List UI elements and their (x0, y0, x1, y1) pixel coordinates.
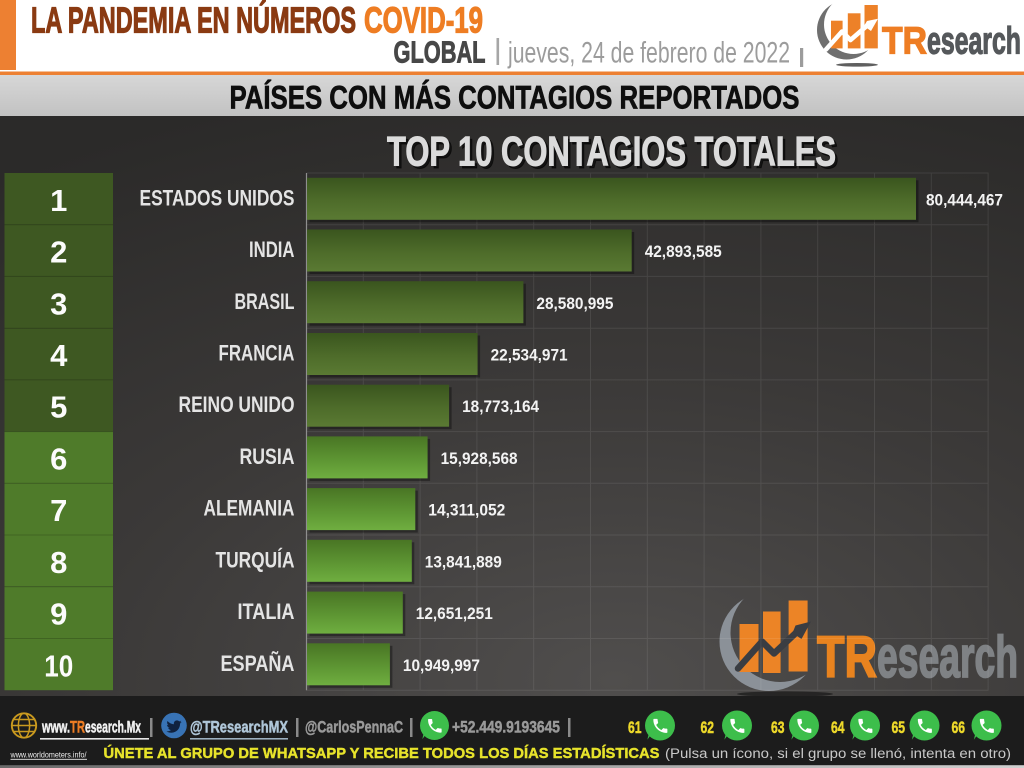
svg-text:esearch.Mx: esearch.Mx (85, 718, 141, 737)
svg-text:TOP 10 CONTAGIOS TOTALES: TOP 10 CONTAGIOS TOTALES (390, 130, 839, 177)
svg-text:6: 6 (50, 442, 67, 477)
svg-text:13,841,889: 13,841,889 (425, 552, 502, 571)
svg-text:(Pulsa un ícono, si el grupo s: (Pulsa un ícono, si el grupo se llenó, i… (665, 746, 1011, 761)
svg-text:61: 61 (628, 718, 642, 737)
svg-text:TOP 10 CONTAGIOS TOTALES: TOP 10 CONTAGIOS TOTALES (387, 128, 836, 175)
svg-text:4: 4 (50, 338, 68, 373)
svg-text:+52.449.9193645: +52.449.9193645 (452, 718, 560, 737)
svg-text:esearch: esearch (927, 21, 1021, 63)
svg-text:COVID-19: COVID-19 (364, 0, 483, 40)
svg-text:5: 5 (50, 390, 67, 425)
svg-text:66: 66 (952, 718, 966, 737)
svg-text:10,949,997: 10,949,997 (403, 656, 480, 675)
svg-text:FRANCIA: FRANCIA (219, 341, 295, 366)
svg-text:TR: TR (817, 625, 877, 690)
svg-text:LA PANDEMIA EN NÚMEROS: LA PANDEMIA EN NÚMEROS (31, 0, 356, 40)
svg-text:65: 65 (892, 718, 906, 737)
svg-text:BRASIL: BRASIL (235, 289, 295, 314)
svg-text:12,651,251: 12,651,251 (416, 604, 493, 623)
svg-text:RUSIA: RUSIA (240, 444, 295, 469)
svg-text:esearch: esearch (877, 625, 1018, 690)
svg-text:10: 10 (44, 648, 73, 683)
svg-text:80,444,467: 80,444,467 (926, 190, 1003, 209)
svg-text:www.: www. (41, 718, 70, 737)
svg-text:jueves, 24 de febrero de 2022: jueves, 24 de febrero de 2022 (507, 37, 790, 70)
svg-text:62: 62 (701, 718, 715, 737)
svg-text:2: 2 (50, 235, 67, 270)
svg-text:7: 7 (50, 493, 67, 528)
svg-text:14,311,052: 14,311,052 (428, 501, 505, 520)
svg-text:www.worldometers.info/: www.worldometers.info/ (10, 751, 88, 760)
svg-text:TURQUÍA: TURQUÍA (216, 547, 295, 572)
svg-text:64: 64 (831, 718, 845, 737)
svg-text:22,534,971: 22,534,971 (491, 346, 568, 365)
svg-text:3: 3 (50, 286, 67, 321)
svg-text:@CarlosPennaC: @CarlosPennaC (305, 718, 403, 737)
svg-text:8: 8 (50, 545, 67, 580)
svg-text:15,928,568: 15,928,568 (441, 449, 518, 468)
svg-text:ESTADOS UNIDOS: ESTADOS UNIDOS (140, 185, 295, 210)
svg-text:TR: TR (70, 718, 85, 737)
svg-text:42,893,585: 42,893,585 (645, 242, 722, 261)
svg-text:ALEMANIA: ALEMANIA (204, 496, 295, 521)
svg-text:REINO UNIDO: REINO UNIDO (179, 392, 295, 417)
svg-text:ESPAÑA: ESPAÑA (221, 651, 295, 676)
svg-text:1: 1 (50, 183, 67, 218)
svg-text:28,580,995: 28,580,995 (536, 294, 613, 313)
svg-text:ITALIA: ITALIA (238, 599, 295, 624)
svg-text:ÚNETE AL GRUPO DE WHATSAPP Y R: ÚNETE AL GRUPO DE WHATSAPP Y RECIBE TODO… (104, 744, 660, 762)
svg-text:TR: TR (882, 21, 927, 63)
svg-text:INDIA: INDIA (249, 237, 295, 262)
svg-text:18,773,164: 18,773,164 (462, 397, 539, 416)
svg-text:PAÍSES CON MÁS CONTAGIOS REPOR: PAÍSES CON MÁS CONTAGIOS REPORTADOS (230, 80, 800, 116)
svg-text:9: 9 (50, 597, 67, 632)
svg-text:GLOBAL: GLOBAL (394, 35, 486, 70)
svg-text:63: 63 (771, 718, 785, 737)
svg-text:@TResearchMX: @TResearchMX (190, 718, 288, 737)
